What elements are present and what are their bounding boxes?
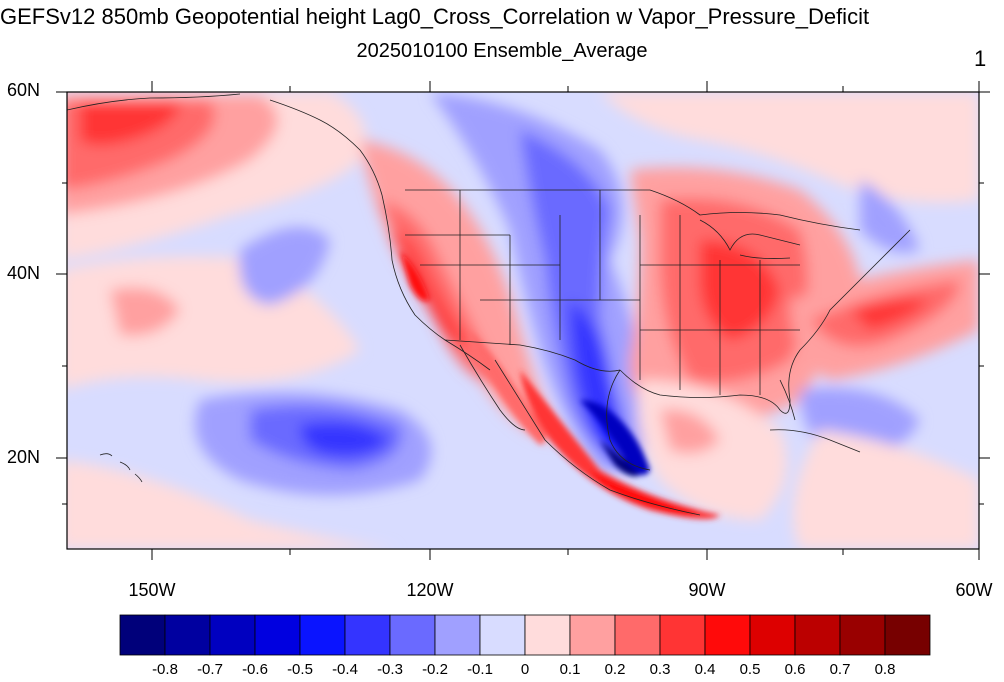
colorbar-tick-label: -0.4 [332,661,358,678]
colorbar-swatch [164,614,211,656]
map-outlines [67,93,911,516]
colorbar-swatch [569,614,616,656]
colorbar-tick-label: -0.7 [197,661,223,678]
colorbar-swatch [659,614,706,656]
colorbar-tick-label: 0.6 [784,661,806,678]
colorbar-tick-label: -0.3 [377,661,403,678]
colorbar-tick-label: 0 [520,661,530,678]
axis-ticks [56,81,990,560]
colorbar-tick-label: 0.2 [604,661,626,678]
colorbar-swatch [884,614,931,656]
colorbar-tick-label: -0.1 [467,661,493,678]
colorbar-swatch [749,614,796,656]
panel-number: 1 [974,46,987,71]
colorbar-swatch [209,614,256,656]
lon-label-120w: 120W [406,580,454,600]
colorbar-swatch [839,614,886,656]
colorbar [119,614,931,656]
lon-label-150w: 150W [128,580,176,600]
chart-title: GEFSv12 850mb Geopotential height Lag0_C… [0,4,870,29]
colorbar-swatch [119,614,166,656]
colorbar-tick-label: 0.3 [649,661,671,678]
colorbar-tick-label: 0.4 [694,661,716,678]
colorbar-tick-label: 0.5 [739,661,761,678]
colorbar-tick-label: -0.2 [422,661,448,678]
colorbar-swatch [614,614,661,656]
colorbar-swatch [524,614,571,656]
chart-subtitle: 2025010100 Ensemble_Average [356,40,648,62]
colorbar-tick-label: -0.5 [287,661,313,678]
map-frame [66,91,980,550]
lat-label-60n: 60N [6,80,40,100]
colorbar-swatch [389,614,436,656]
colorbar-swatch [254,614,301,656]
colorbar-swatch [434,614,481,656]
lon-label-60w: 60W [955,580,993,600]
colorbar-tick-label: 0.7 [829,661,851,678]
colorbar-tick-label: 0.8 [874,661,896,678]
correlation-field [67,92,979,549]
colorbar-tick-label: -0.8 [152,661,178,678]
colorbar-swatch [344,614,391,656]
colorbar-tick-label: -0.6 [242,661,268,678]
colorbar-tick-label: 0.1 [559,661,581,678]
lat-label-40n: 40N [6,263,40,283]
lon-label-90w: 90W [688,580,726,600]
colorbar-swatch [299,614,346,656]
lat-label-20n: 20N [6,447,40,467]
colorbar-swatch [704,614,751,656]
colorbar-swatch [479,614,526,656]
colorbar-swatch [794,614,841,656]
